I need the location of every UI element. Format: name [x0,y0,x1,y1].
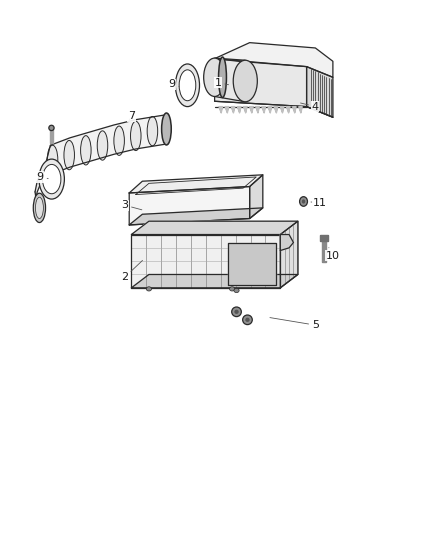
Text: 9: 9 [169,79,179,89]
Polygon shape [231,107,235,113]
Polygon shape [50,128,53,143]
Ellipse shape [175,64,199,107]
Text: 10: 10 [326,248,340,261]
Ellipse shape [131,122,141,151]
Ellipse shape [49,125,54,131]
Polygon shape [250,175,263,219]
Text: 1: 1 [215,78,229,87]
Ellipse shape [234,310,239,314]
Ellipse shape [47,145,58,175]
Ellipse shape [42,164,61,193]
Polygon shape [131,274,298,288]
Polygon shape [237,107,241,113]
Ellipse shape [147,116,158,146]
Ellipse shape [162,113,171,145]
Ellipse shape [146,287,152,291]
Ellipse shape [179,70,196,101]
Polygon shape [50,115,169,175]
Polygon shape [280,235,293,251]
Text: 3: 3 [121,200,142,210]
Polygon shape [293,107,296,113]
Polygon shape [320,235,328,241]
Ellipse shape [64,140,74,170]
Text: 4: 4 [300,102,319,111]
Ellipse shape [39,159,64,199]
Ellipse shape [33,193,46,223]
Text: 2: 2 [121,261,142,282]
Polygon shape [262,107,265,113]
Polygon shape [131,235,280,288]
Polygon shape [256,107,259,113]
Polygon shape [129,208,263,225]
Polygon shape [215,59,307,107]
Ellipse shape [302,199,305,204]
Polygon shape [268,107,272,113]
Polygon shape [215,43,333,77]
Ellipse shape [114,126,124,156]
Polygon shape [250,107,253,113]
Polygon shape [131,221,298,235]
Ellipse shape [233,60,258,102]
Polygon shape [274,107,278,113]
Ellipse shape [81,136,91,165]
Polygon shape [280,221,298,288]
Ellipse shape [97,131,108,160]
Ellipse shape [219,57,226,98]
Text: 5: 5 [270,318,319,330]
Polygon shape [35,146,50,201]
Ellipse shape [232,307,241,317]
Polygon shape [322,241,326,262]
Polygon shape [299,107,302,113]
Ellipse shape [300,197,307,206]
Polygon shape [228,243,276,285]
Polygon shape [219,107,223,113]
Polygon shape [225,107,229,113]
Ellipse shape [243,315,252,325]
Polygon shape [244,107,247,113]
Polygon shape [129,187,250,225]
Polygon shape [280,107,284,113]
Text: 7: 7 [128,111,135,121]
Text: 9: 9 [37,172,48,182]
Polygon shape [129,175,263,193]
Ellipse shape [245,318,250,322]
Text: 11: 11 [311,198,327,207]
Ellipse shape [234,288,239,293]
Ellipse shape [230,287,235,291]
Ellipse shape [204,58,226,96]
Polygon shape [286,107,290,113]
Polygon shape [307,67,333,117]
Ellipse shape [35,197,43,219]
